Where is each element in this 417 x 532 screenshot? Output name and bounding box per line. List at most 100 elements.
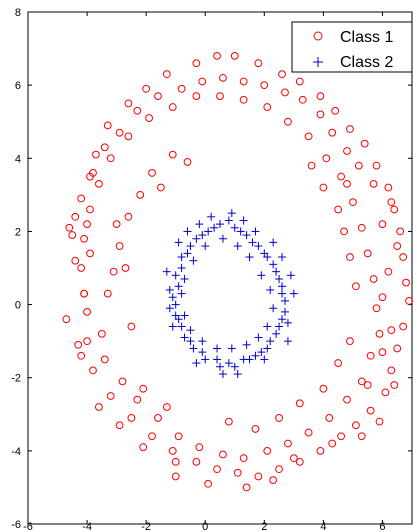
class-1-point <box>372 304 381 313</box>
class-1-point <box>390 381 399 389</box>
class-1-point <box>148 432 156 441</box>
class-2-point <box>266 285 275 294</box>
class-2-point <box>227 209 236 218</box>
class-1-point <box>304 132 313 141</box>
class-2-point <box>251 351 260 360</box>
class-2-point <box>233 370 242 379</box>
class-2-point <box>201 355 210 364</box>
class-1-point <box>328 128 337 137</box>
class-2-point <box>278 315 287 324</box>
class-1-point <box>168 446 177 455</box>
class-2-point <box>275 322 284 331</box>
class-1-point <box>393 242 402 250</box>
class-2-point <box>269 304 278 313</box>
legend: Class 1 Class 2 <box>291 21 413 73</box>
class-1-point <box>393 344 402 353</box>
class-1-point <box>106 154 115 163</box>
legend-marker-class-1 <box>313 31 323 41</box>
class-1-point <box>399 322 408 331</box>
class-2-point <box>186 337 195 346</box>
class-1-point <box>375 417 384 426</box>
class-1-point <box>124 212 133 221</box>
class-2-point <box>239 216 248 225</box>
class-1-point <box>295 77 304 86</box>
class-2-point <box>177 289 186 298</box>
class-1-point <box>387 326 396 335</box>
class-1-point <box>328 439 337 448</box>
class-1-point <box>343 395 351 404</box>
plot-area <box>27 11 413 525</box>
class-1-point <box>275 414 283 422</box>
class-1-point <box>106 392 115 400</box>
class-2-point <box>168 322 177 331</box>
class-1-point <box>124 99 133 108</box>
class-2-point <box>189 344 198 353</box>
class-1-point <box>319 183 328 192</box>
y-tick-label: -4 <box>11 446 21 458</box>
class-2-point <box>186 242 195 251</box>
y-tick-label: 2 <box>15 226 21 238</box>
class-1-point <box>387 366 396 375</box>
class-1-point <box>77 264 86 272</box>
class-1-point <box>162 70 171 79</box>
class-2-point <box>180 274 189 283</box>
legend-label-class-1: Class 1 <box>340 29 393 46</box>
class-2-point <box>272 267 281 276</box>
legend-label-class-2: Class 2 <box>340 54 393 71</box>
class-1-point <box>100 355 109 364</box>
class-1-point <box>127 322 136 331</box>
class-2-point <box>165 304 174 313</box>
class-2-point <box>266 337 275 346</box>
class-1-point <box>83 337 91 346</box>
class-2-point <box>251 227 260 236</box>
class-1-point <box>319 384 328 393</box>
x-tick-label: -6 <box>23 521 33 532</box>
x-tick-label: -4 <box>82 521 92 532</box>
class-1-point <box>118 377 127 386</box>
class-2-point <box>257 271 266 280</box>
class-1-point <box>239 95 248 104</box>
class-1-point <box>139 443 148 452</box>
class-1-point <box>115 128 124 137</box>
class-1-point <box>340 227 348 236</box>
class-1-point <box>337 172 346 181</box>
y-tick-label: 6 <box>15 80 21 92</box>
class-1-point <box>284 439 292 448</box>
class-2-point <box>162 267 171 276</box>
class-1-point <box>298 95 307 104</box>
class-2-point <box>201 242 210 251</box>
y-tick-label: 4 <box>15 153 21 165</box>
class-2-point <box>233 242 242 251</box>
class-1-point <box>254 59 263 68</box>
class-2-point <box>174 282 183 291</box>
class-1-point <box>242 483 251 492</box>
class-2-point <box>280 307 289 316</box>
data-points <box>62 51 413 492</box>
class-1-point <box>216 92 224 101</box>
class-1-point <box>378 293 387 302</box>
axis-ticks: -6 -4 -2 0 2 4 6 -6 -4 -2 0 2 4 6 8 <box>11 7 412 532</box>
class-2-point <box>242 340 251 349</box>
class-1-point <box>281 88 289 97</box>
class-1-point <box>177 84 186 93</box>
class-1-point <box>94 179 103 188</box>
class-2-point <box>216 362 224 371</box>
class-1-point <box>127 414 136 422</box>
class-1-point <box>97 329 106 338</box>
class-1-point <box>65 223 74 232</box>
class-2-point <box>263 344 272 353</box>
class-1-point <box>384 183 393 192</box>
class-2-point <box>177 264 186 272</box>
class-1-point <box>183 158 192 166</box>
class-2-point <box>198 348 207 357</box>
class-2-point <box>192 359 201 368</box>
class-1-point <box>157 183 165 192</box>
class-1-point <box>109 267 118 276</box>
class-1-point <box>349 198 357 207</box>
class-1-point <box>136 190 145 199</box>
class-2-point <box>195 220 204 229</box>
class-1-point <box>405 297 413 305</box>
class-2-point <box>186 326 195 335</box>
class-2-point <box>171 300 180 309</box>
class-2-point <box>177 253 186 262</box>
